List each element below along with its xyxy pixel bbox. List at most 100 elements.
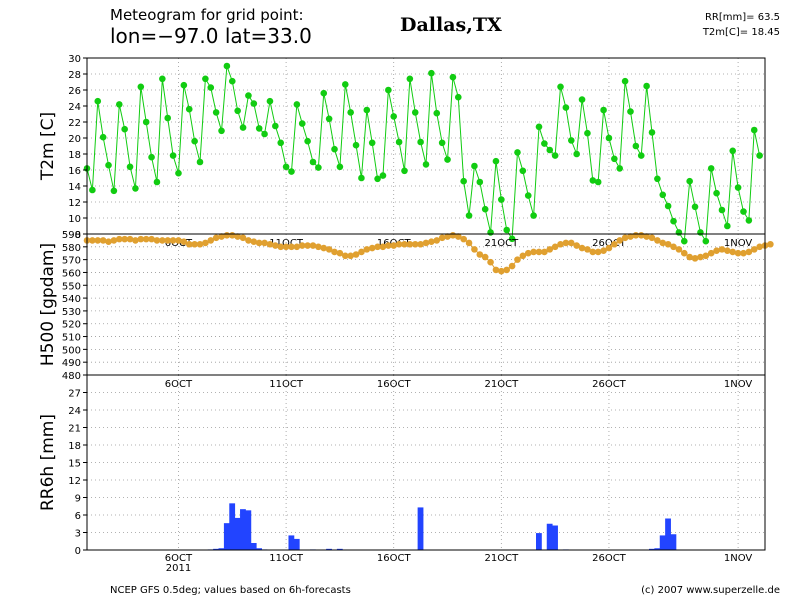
h500-point	[589, 248, 597, 256]
h500-xtick-label: 21OCT	[484, 379, 519, 390]
t2m-point	[670, 217, 677, 225]
h500-point	[465, 239, 473, 247]
t2m-point	[255, 125, 263, 132]
rr6h-bar	[659, 535, 666, 550]
h500-point	[110, 237, 118, 244]
h500-ytick-label: 550	[62, 281, 81, 292]
t2m-point	[212, 109, 220, 116]
h500-xtick-label: 6OCT	[165, 379, 193, 390]
h500-point	[411, 240, 419, 248]
h500-point	[207, 237, 215, 244]
rr6h-bar	[326, 548, 332, 550]
t2m-point	[196, 158, 204, 166]
t2m-point	[293, 101, 301, 108]
rr6h-xtick-label: 6OCT	[165, 553, 193, 564]
t2m-point	[465, 212, 473, 219]
t2m-point	[142, 118, 150, 126]
t2m-point	[471, 162, 478, 170]
h500-point	[325, 246, 333, 253]
t2m-point	[169, 152, 177, 159]
h500-point	[557, 240, 564, 248]
t2m-point	[191, 137, 198, 145]
t2m-point	[707, 165, 715, 172]
h500-point	[175, 237, 182, 244]
t2m-point	[428, 69, 435, 77]
h500-point	[428, 238, 435, 245]
t2m-point	[573, 150, 580, 158]
h500-point	[503, 266, 511, 274]
t2m-point	[643, 82, 650, 90]
h500-point	[627, 233, 634, 240]
h500-ytick-label: 490	[62, 358, 81, 369]
t2m-point	[411, 109, 419, 116]
t2m-point	[578, 96, 586, 103]
rr6h-bar	[417, 507, 424, 550]
rr6h-bar	[288, 535, 295, 550]
t2m-point	[675, 229, 683, 236]
h500-point	[309, 242, 317, 249]
t2m-point	[331, 145, 338, 153]
rr6h-xtick-label: 26OCT	[592, 553, 627, 564]
h500-point	[395, 240, 403, 248]
t2m-xtick-label: 26OCT	[592, 238, 627, 249]
t2m-point	[659, 191, 667, 199]
h500-point	[347, 252, 354, 260]
h500-point	[584, 246, 591, 253]
t2m-point	[750, 126, 758, 134]
h500-point	[89, 237, 96, 244]
t2m-point	[541, 140, 548, 147]
h500-point	[245, 237, 252, 244]
h500-point	[535, 248, 543, 256]
h500-point	[724, 247, 731, 254]
t2m-point	[298, 120, 306, 127]
h500-point	[250, 238, 258, 245]
t2m-ytick-label: 24	[68, 102, 81, 113]
h500-point	[94, 237, 102, 244]
rr6h-ytick-label: 27	[68, 389, 81, 400]
h500-point	[541, 248, 548, 256]
h500-point	[438, 234, 446, 242]
rr6h-bar	[213, 548, 219, 550]
t2m-point	[503, 226, 511, 234]
h500-point	[680, 249, 688, 257]
t2m-point	[627, 108, 634, 115]
t2m-ytick-label: 10	[68, 214, 81, 225]
t2m-point	[374, 175, 381, 183]
footer-source: NCEP GFS 0.5deg; values based on 6h-fore…	[110, 585, 351, 596]
t2m-point	[277, 139, 285, 147]
h500-point	[239, 234, 247, 242]
t2m-ytick-label: 26	[68, 86, 81, 97]
t2m-point	[352, 141, 360, 149]
h500-point	[546, 246, 554, 253]
t2m-point	[261, 130, 268, 138]
rr6h-bar	[293, 538, 300, 550]
t2m-point	[137, 83, 145, 91]
t2m-point	[724, 222, 731, 230]
h500-point	[315, 243, 322, 251]
rr6h-bar	[546, 523, 553, 550]
h500-point	[121, 235, 128, 243]
t2m-point	[164, 114, 172, 122]
rr6h-bar	[654, 548, 661, 550]
h500-point	[519, 252, 527, 260]
t2m-frame	[86, 57, 766, 235]
t2m-point	[508, 235, 516, 243]
h500-point	[729, 248, 737, 256]
t2m-point	[325, 115, 333, 123]
t2m-point	[648, 129, 656, 136]
h500-point	[578, 244, 586, 252]
t2m-point	[159, 75, 166, 83]
location-title: Dallas,TX	[400, 14, 502, 36]
h500-point	[750, 246, 758, 253]
t2m-point	[132, 185, 139, 192]
t2m-point	[702, 237, 710, 245]
h500-ytick-label: 500	[62, 345, 81, 356]
h500-point	[745, 248, 753, 256]
h500-point	[697, 253, 704, 261]
rr6h-bar	[240, 509, 246, 550]
h500-point	[524, 249, 532, 257]
t2m-point	[309, 158, 317, 166]
t2m-point	[745, 217, 753, 224]
t2m-point	[524, 192, 532, 199]
h500-point	[341, 252, 349, 260]
